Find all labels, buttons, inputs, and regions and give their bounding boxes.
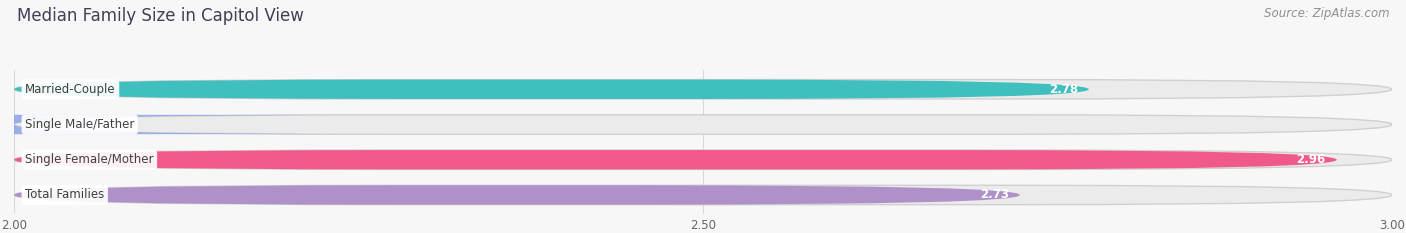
- FancyBboxPatch shape: [14, 185, 1392, 205]
- Text: Source: ZipAtlas.com: Source: ZipAtlas.com: [1264, 7, 1389, 20]
- Text: Single Male/Father: Single Male/Father: [25, 118, 135, 131]
- Text: Median Family Size in Capitol View: Median Family Size in Capitol View: [17, 7, 304, 25]
- Text: Total Families: Total Families: [25, 188, 104, 202]
- Text: 2.73: 2.73: [980, 188, 1010, 202]
- FancyBboxPatch shape: [0, 115, 392, 134]
- Text: 2.78: 2.78: [1049, 83, 1078, 96]
- Text: Married-Couple: Married-Couple: [25, 83, 115, 96]
- Text: 2.96: 2.96: [1296, 153, 1326, 166]
- FancyBboxPatch shape: [14, 115, 1392, 134]
- FancyBboxPatch shape: [14, 150, 1337, 169]
- Text: Single Female/Mother: Single Female/Mother: [25, 153, 153, 166]
- FancyBboxPatch shape: [14, 150, 1392, 169]
- FancyBboxPatch shape: [14, 80, 1088, 99]
- FancyBboxPatch shape: [14, 185, 1019, 205]
- Text: 2.00: 2.00: [31, 118, 56, 131]
- FancyBboxPatch shape: [14, 80, 1392, 99]
